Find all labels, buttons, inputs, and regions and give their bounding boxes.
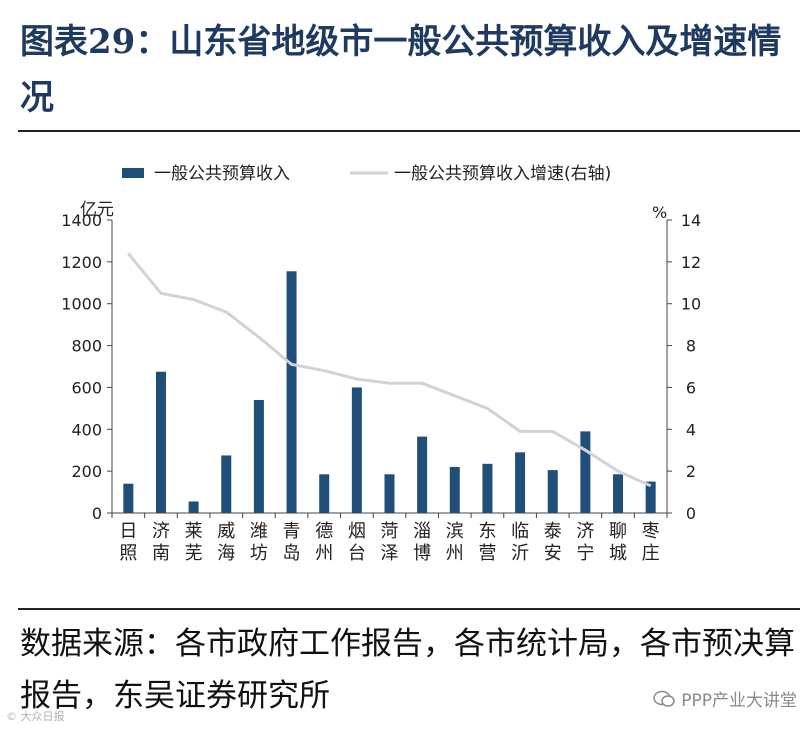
x-axis-category-label: 聊城 (609, 521, 627, 564)
x-axis-category-label: 淄博 (413, 521, 431, 564)
x-axis-category-label: 日照 (119, 521, 137, 564)
bar (188, 501, 199, 513)
bar (253, 399, 264, 513)
bar (123, 483, 134, 513)
left-axis-tick-label: 1400 (61, 211, 102, 230)
x-axis-category-label: 东营 (478, 521, 496, 564)
x-axis-category-label: 威海 (217, 521, 235, 564)
bar (580, 431, 591, 513)
left-axis-tick-label: 0 (92, 504, 102, 523)
left-axis-tick-label: 1200 (61, 253, 102, 272)
left-axis-tick-label: 800 (71, 337, 102, 356)
source-divider (18, 608, 800, 610)
x-axis-category-label: 济宁 (576, 521, 594, 564)
bar (482, 463, 493, 513)
right-axis-tick-label: 0 (686, 504, 696, 523)
x-axis-category-label: 滨州 (446, 521, 464, 564)
bar (221, 455, 232, 513)
watermark-left: © 大众日报 (6, 710, 65, 723)
x-axis-category-label: 莱芜 (185, 521, 203, 564)
x-axis-category-label: 临沂 (511, 521, 529, 564)
left-axis-tick-label: 1000 (61, 295, 102, 314)
bar (384, 474, 395, 513)
x-axis-category-label: 枣庄 (642, 521, 660, 564)
wechat-icon (653, 690, 675, 707)
right-axis-tick-label: 4 (686, 420, 696, 439)
title-divider (18, 130, 800, 132)
data-source-note: 数据来源：各市政府工作报告，各市统计局，各市预决算报告，东吴证券研究所 (20, 626, 795, 714)
bar (547, 470, 558, 513)
chart-title: 图表29：山东省地级市一般公共预算收入及增速情况 (20, 22, 782, 118)
right-axis-tick-label: 2 (686, 462, 696, 481)
left-axis-tick-label: 600 (71, 378, 102, 397)
legend-bar-label: 一般公共预算收入 (154, 164, 290, 184)
right-axis-tick-label: 12 (681, 253, 701, 272)
growth-line (127, 252, 652, 488)
x-axis-category-label: 潍坊 (250, 521, 268, 564)
right-axis-tick-label: 14 (681, 211, 701, 230)
bar (515, 452, 526, 513)
bar (449, 466, 460, 513)
bar (417, 436, 428, 513)
bar (645, 481, 656, 513)
x-axis-category-label: 济南 (152, 521, 170, 564)
legend-bar-swatch (122, 168, 144, 178)
watermark: PPP产业大讲堂 (653, 686, 797, 711)
x-axis-category-label: 菏泽 (381, 521, 399, 564)
bar-line-chart: 0 200 400 600 800 1000 1200 1400 0 2 4 6 8 10 12 14 亿元 % 日… (61, 164, 701, 564)
bar (613, 474, 624, 513)
x-axis-category-label: 泰安 (544, 521, 562, 564)
x-axis-category-label: 烟台 (348, 521, 366, 564)
left-axis-tick-label: 200 (71, 462, 102, 481)
watermark-text: PPP产业大讲堂 (681, 691, 797, 711)
bar (351, 387, 362, 513)
right-axis-unit-label: % (652, 203, 667, 222)
bar (155, 371, 166, 513)
legend-line-label: 一般公共预算收入增速(右轴) (394, 164, 611, 184)
bar (319, 474, 330, 513)
left-axis-unit-label: 亿元 (80, 200, 114, 220)
right-axis-tick-label: 8 (686, 337, 696, 356)
right-axis-tick-label: 10 (681, 295, 701, 314)
left-axis-tick-label: 400 (71, 420, 102, 439)
bar (286, 271, 297, 513)
right-axis-tick-label: 6 (686, 378, 696, 397)
x-axis-category-label: 青岛 (283, 521, 301, 564)
x-axis-category-label: 德州 (315, 521, 333, 564)
